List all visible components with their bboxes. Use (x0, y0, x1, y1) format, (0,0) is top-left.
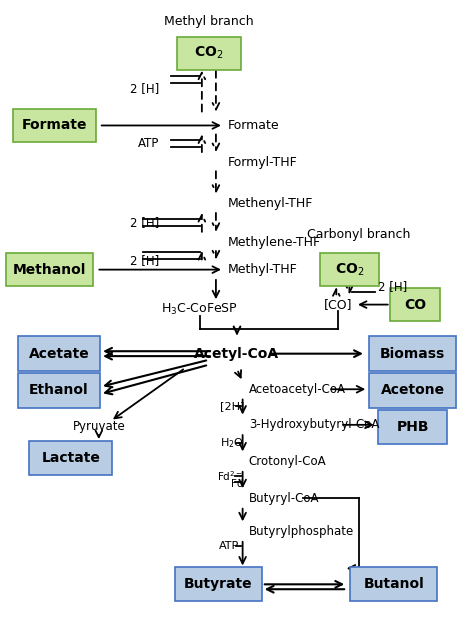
FancyBboxPatch shape (6, 253, 93, 286)
Text: CO$_2$: CO$_2$ (335, 261, 364, 278)
Text: Fd: Fd (230, 479, 243, 490)
FancyBboxPatch shape (369, 373, 456, 408)
FancyBboxPatch shape (175, 567, 262, 602)
Text: Acetyl-CoA: Acetyl-CoA (194, 347, 280, 361)
Text: PHB: PHB (396, 420, 429, 435)
Text: Carbonyl branch: Carbonyl branch (307, 228, 410, 241)
Text: Butyrate: Butyrate (184, 578, 253, 591)
Text: ATP: ATP (138, 137, 160, 150)
Text: Methenyl-THF: Methenyl-THF (228, 197, 313, 210)
FancyBboxPatch shape (378, 410, 447, 444)
Text: Methylene-THF: Methylene-THF (228, 235, 321, 248)
FancyBboxPatch shape (18, 337, 100, 371)
Text: Methyl branch: Methyl branch (164, 15, 254, 28)
Text: Crotonyl-CoA: Crotonyl-CoA (249, 455, 326, 468)
Text: Formate: Formate (228, 119, 279, 132)
Text: Formate: Formate (21, 118, 87, 132)
Text: 2 [H]: 2 [H] (130, 82, 160, 95)
Text: 2 [H]: 2 [H] (130, 216, 160, 229)
FancyBboxPatch shape (350, 567, 438, 602)
Text: CO$_2$: CO$_2$ (194, 45, 224, 61)
Text: 2 [H]: 2 [H] (130, 254, 160, 267)
Text: Pyruvate: Pyruvate (73, 420, 125, 433)
Text: H$_2$O: H$_2$O (220, 436, 244, 449)
Text: 2 [H]: 2 [H] (377, 280, 407, 293)
Text: Butyryl-CoA: Butyryl-CoA (249, 492, 319, 505)
Text: Acetoacetyl-CoA: Acetoacetyl-CoA (249, 383, 346, 396)
FancyBboxPatch shape (369, 337, 456, 371)
Text: Methyl-THF: Methyl-THF (228, 263, 297, 276)
Text: Acetone: Acetone (381, 384, 445, 397)
Text: Butanol: Butanol (364, 578, 424, 591)
Text: Acetate: Acetate (28, 347, 90, 361)
Text: Ethanol: Ethanol (29, 384, 89, 397)
Text: Butyrylphosphate: Butyrylphosphate (249, 525, 354, 538)
Text: Methanol: Methanol (13, 262, 86, 277)
FancyBboxPatch shape (177, 37, 241, 70)
Text: [CO]: [CO] (323, 298, 352, 311)
FancyBboxPatch shape (18, 373, 100, 408)
Text: Lactate: Lactate (41, 451, 100, 465)
Text: Formyl-THF: Formyl-THF (228, 156, 297, 169)
Text: [2H]: [2H] (219, 402, 244, 412)
FancyBboxPatch shape (320, 253, 379, 286)
Text: ATP: ATP (219, 540, 239, 551)
Text: CO: CO (404, 298, 426, 311)
Text: H$_3$C-CoFeSP: H$_3$C-CoFeSP (161, 302, 238, 317)
Text: Biomass: Biomass (380, 347, 445, 361)
Text: 3-Hydroxybutyryl-CoA: 3-Hydroxybutyryl-CoA (249, 418, 379, 431)
FancyBboxPatch shape (390, 288, 440, 321)
FancyBboxPatch shape (13, 109, 96, 142)
Text: Fd$^{2-}$: Fd$^{2-}$ (217, 469, 243, 483)
FancyBboxPatch shape (29, 441, 112, 475)
